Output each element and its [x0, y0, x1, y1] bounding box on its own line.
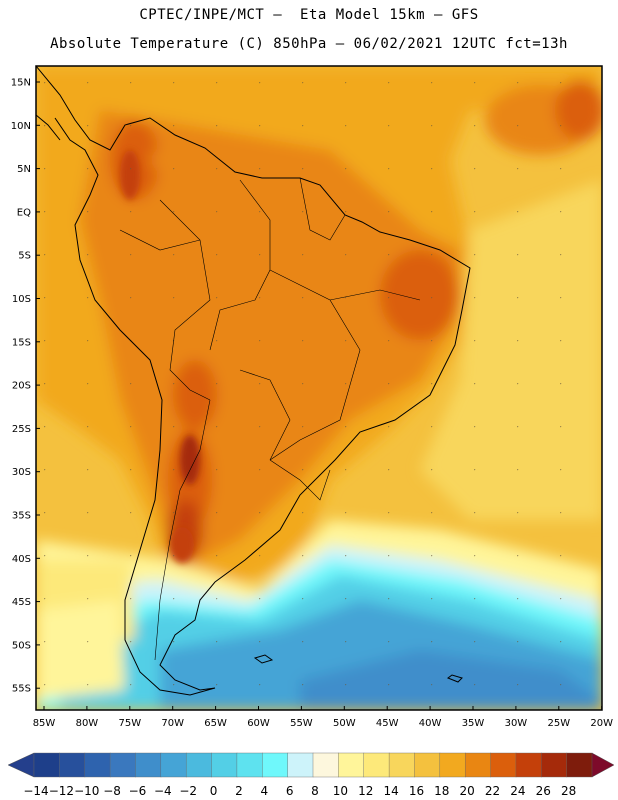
- map-title-line2: Absolute Temperature (C) 850hPa – 06/02/…: [50, 36, 568, 52]
- lat-tick-label: 55S: [12, 684, 31, 695]
- colorbar-swatch: [464, 752, 492, 778]
- colorbar-swatch: [287, 752, 314, 778]
- colorbar-label: −6: [129, 784, 147, 798]
- colorbar-swatch: [338, 752, 365, 778]
- lat-tick-label: 20S: [12, 381, 31, 392]
- colorbar-swatch: [439, 752, 466, 778]
- colorbar-label: 28: [561, 784, 576, 798]
- colorbar-label: 26: [536, 784, 551, 798]
- lon-tick-label: 45W: [376, 718, 399, 729]
- colorbar-label: 8: [311, 784, 319, 798]
- colorbar-label: 24: [510, 784, 525, 798]
- colorbar-swatch: [236, 752, 263, 778]
- colorbar-swatch: [84, 752, 111, 778]
- colorbar-swatch: [135, 752, 162, 778]
- colorbar-swatch: [363, 752, 390, 778]
- colorbar-swatch: [414, 752, 441, 778]
- map-title-line1: CPTEC/INPE/MCT – Eta Model 15km – GFS: [139, 7, 479, 23]
- political-borders: [119, 177, 421, 661]
- lat-tick-label: 5S: [18, 251, 31, 262]
- colorbar-label: 18: [434, 784, 449, 798]
- latitude-axis: 15N 10N 5N EQ 5S 10S 15S 20S 25S 30S 35S 40S 45S 50S 5…: [11, 78, 40, 695]
- lon-tick-label: 40W: [419, 718, 442, 729]
- colorbar-label: −8: [103, 784, 121, 798]
- lon-tick-label: 25W: [547, 718, 570, 729]
- colorbar-label: 2: [235, 784, 243, 798]
- colorbar-swatch: [490, 752, 517, 778]
- coastline: [36, 66, 471, 696]
- colorbar-label: −10: [74, 784, 99, 798]
- colorbar-swatch: [541, 752, 568, 778]
- lon-tick-label: 60W: [247, 718, 270, 729]
- lat-tick-label: 50S: [12, 640, 31, 651]
- colorbar-label: −4: [154, 784, 172, 798]
- colorbar-swatch: [59, 752, 86, 778]
- lat-tick-label: 45S: [12, 597, 31, 608]
- map-frame: [35, 65, 603, 711]
- lat-tick-label: 5N: [17, 164, 31, 175]
- lat-tick-label: 35S: [12, 511, 31, 522]
- colorbar-label: 14: [383, 784, 398, 798]
- lon-tick-label: 75W: [118, 718, 141, 729]
- colorbar-swatch: [262, 752, 289, 778]
- colorbar-swatch: [211, 752, 238, 778]
- lon-tick-label: 65W: [204, 718, 227, 729]
- longitude-axis: 85W 80W 75W 70W 65W 60W 55W 50W 45W 40W 35W 30W 25W 2…: [33, 706, 613, 729]
- colorbar-swatch: [109, 752, 136, 778]
- lat-tick-label: 10N: [11, 121, 31, 132]
- colorbar-swatch: [388, 752, 415, 778]
- lat-tick-label: 40S: [12, 554, 31, 565]
- colorbar-label: 4: [260, 784, 268, 798]
- colorbar-label: −12: [49, 784, 74, 798]
- lon-tick-label: 35W: [462, 718, 485, 729]
- lon-tick-label: 20W: [590, 718, 613, 729]
- colorbar-swatch: [312, 752, 339, 778]
- colorbar-swatch: [185, 752, 213, 778]
- colorbar-high-arrow: [591, 752, 615, 778]
- colorbar-swatch: [515, 752, 542, 778]
- lon-tick-label: 85W: [33, 718, 56, 729]
- lon-tick-label: 70W: [161, 718, 184, 729]
- colorbar-low-arrow: [7, 752, 35, 778]
- colorbar-label: 12: [358, 784, 373, 798]
- lat-tick-label: 30S: [12, 467, 31, 478]
- colorbar-swatch: [160, 752, 187, 778]
- temperature-field: [36, 66, 602, 710]
- lat-tick-label: 25S: [12, 424, 31, 435]
- colorbar-label: −2: [179, 784, 197, 798]
- lon-tick-label: 30W: [505, 718, 528, 729]
- colorbar-label: 10: [333, 784, 348, 798]
- colorbar-label: 20: [460, 784, 475, 798]
- colorbar-label: 6: [286, 784, 294, 798]
- lat-tick-label: 10S: [12, 294, 31, 305]
- lon-tick-label: 55W: [290, 718, 313, 729]
- lat-tick-label: EQ: [17, 207, 31, 218]
- colorbar-swatch: [33, 752, 60, 778]
- lon-tick-label: 80W: [76, 718, 99, 729]
- colorbar-label: 16: [409, 784, 424, 798]
- lon-tick-label: 50W: [333, 718, 356, 729]
- lat-tick-label: 15S: [12, 337, 31, 348]
- colorbar-label: −14: [23, 784, 48, 798]
- colorbar-swatch: [566, 752, 593, 778]
- temperature-colorbar: −14 −12 −10 −8 −6 −4 −2 0 2 4 6 8 10 12 14 16 18 20 22 24 26…: [7, 752, 615, 798]
- colorbar-label: 0: [210, 784, 218, 798]
- lat-tick-label: 15N: [11, 78, 31, 89]
- colorbar-label: 22: [485, 784, 500, 798]
